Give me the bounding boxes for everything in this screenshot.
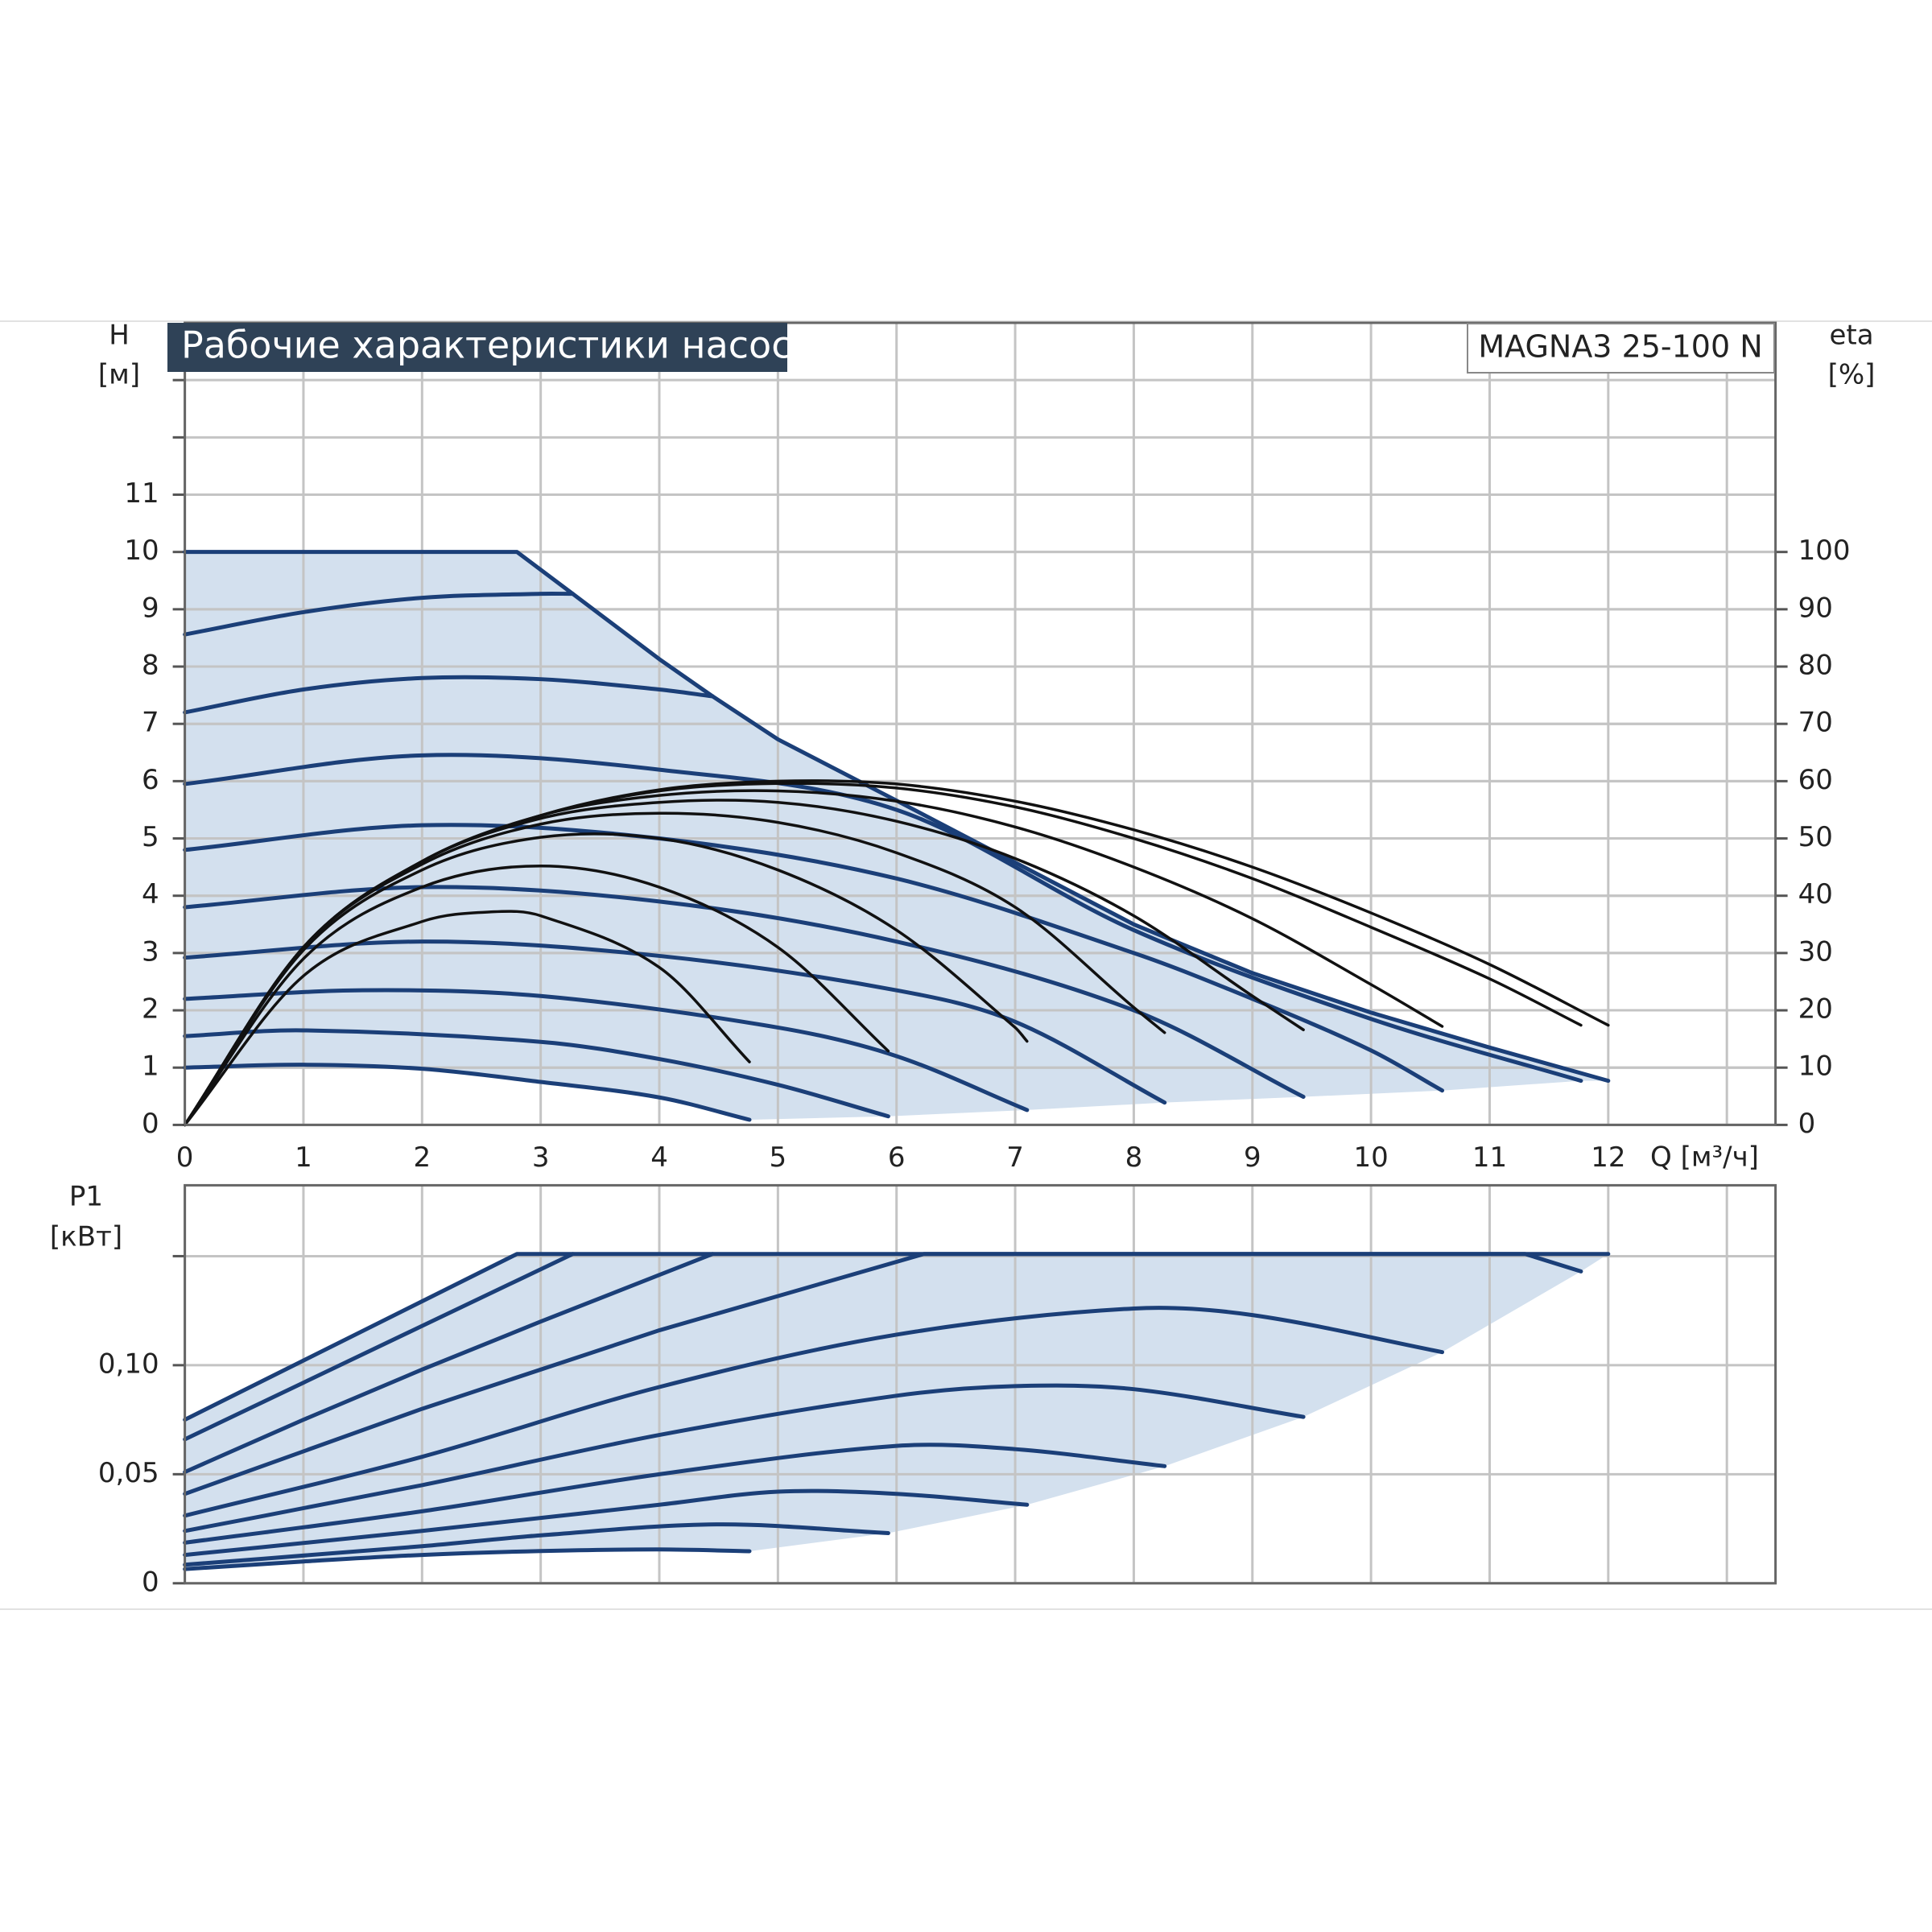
x-tick-label: 0 [176, 1141, 194, 1174]
curve [183, 1252, 1583, 1496]
curve [183, 988, 1030, 1113]
x-tick-label: 7 [1006, 1141, 1024, 1174]
y2-tick-label: 20 [1798, 993, 1833, 1026]
efficiency-curve [183, 832, 1029, 1127]
y-tick-label: 0 [142, 1108, 159, 1140]
curve [183, 753, 1583, 1084]
x-tick-label: 8 [1125, 1141, 1143, 1174]
curve [183, 1383, 1306, 1534]
curve [183, 1522, 890, 1567]
y-tick-label: 7 [142, 707, 159, 739]
y-axis-label: H [109, 320, 130, 352]
y2-tick-label: 10 [1798, 1051, 1833, 1083]
y-tick-label: 11 [124, 477, 159, 510]
y2-tick-label: 0 [1798, 1108, 1816, 1140]
curve [183, 675, 715, 715]
y2-tick-label: 60 [1798, 764, 1833, 796]
x-tick-label: 11 [1472, 1141, 1507, 1174]
curve [183, 1063, 752, 1122]
y2-tick-label: 100 [1798, 535, 1851, 567]
title-box [167, 323, 787, 372]
x-tick-label: 5 [770, 1141, 787, 1174]
y-tick-label: 10 [124, 535, 159, 567]
x-tick-label: 4 [650, 1141, 668, 1174]
plot-frame [184, 321, 1777, 1126]
x-tick-label: 6 [888, 1141, 906, 1174]
curve [183, 1488, 1030, 1558]
y-tick-label: 0 [142, 1566, 159, 1598]
curve [183, 1028, 890, 1119]
y-axis-unit: [кВт] [50, 1221, 122, 1253]
y2-tick-label: 40 [1798, 878, 1833, 910]
model-label: MAGNA3 25-100 N [1478, 329, 1762, 365]
curve [183, 1306, 1445, 1518]
y-tick-label: 8 [142, 650, 159, 682]
y-tick-label: 0,05 [98, 1457, 159, 1489]
y-tick-label: 6 [142, 764, 159, 796]
curve [183, 823, 1445, 1093]
curve [183, 939, 1167, 1105]
y-axis-unit: [м] [98, 359, 140, 391]
x-tick-label: 10 [1353, 1141, 1388, 1174]
efficiency-curve [183, 864, 890, 1127]
efficiency-curve [183, 811, 1166, 1127]
y-tick-label: 3 [142, 935, 159, 968]
y2-tick-label: 90 [1798, 592, 1833, 624]
x-tick-label: 1 [295, 1141, 312, 1174]
x-tick-label: 3 [532, 1141, 550, 1174]
x-axis-label: Q [м³/ч] [1650, 1141, 1759, 1174]
y-tick-label: 9 [142, 592, 159, 624]
model-box [1467, 323, 1775, 374]
chart-title: Рабочие характеристики насоса [181, 324, 815, 367]
curve [183, 1547, 752, 1571]
x-tick-label: 9 [1244, 1141, 1261, 1174]
plot-frame [184, 1183, 1777, 1585]
y2-axis-label: eta [1829, 320, 1873, 352]
y2-tick-label: 30 [1798, 935, 1833, 968]
y-tick-label: 0,10 [98, 1348, 159, 1380]
y2-tick-label: 80 [1798, 650, 1833, 682]
x-tick-label: 2 [413, 1141, 431, 1174]
y-tick-label: 5 [142, 821, 159, 853]
curve [183, 1443, 1167, 1545]
y-tick-label: 4 [142, 878, 159, 910]
y-tick-label: 2 [142, 993, 159, 1026]
y2-tick-label: 70 [1798, 707, 1833, 739]
y2-axis-unit: [%] [1828, 359, 1876, 391]
curve [183, 1252, 575, 1442]
x-tick-label: 12 [1591, 1141, 1625, 1174]
y2-tick-label: 50 [1798, 821, 1833, 853]
curve [183, 591, 575, 637]
y-tick-label: 1 [142, 1051, 159, 1083]
y-axis-label: P1 [69, 1181, 103, 1213]
curve [183, 1252, 715, 1475]
efficiency-curve [183, 910, 751, 1127]
